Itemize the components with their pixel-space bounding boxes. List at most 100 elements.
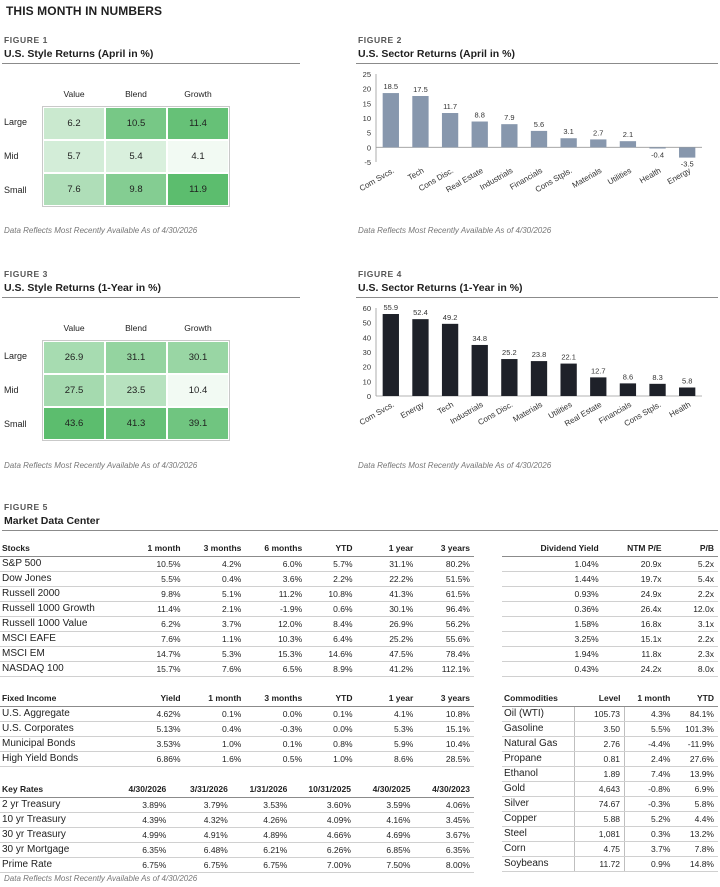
table-cell: 13.9% [674,766,718,782]
table-cell: 3.60% [291,797,355,813]
table-cell: 11.4% [123,601,185,617]
y-tick-label: 20 [363,85,371,94]
table-cell: 1.04% [502,556,603,572]
column-header: YTD [674,691,718,707]
table-cell: 13.2% [674,826,718,842]
bar-value-label: 12.7 [591,366,606,375]
table-cell: 4,643 [574,781,626,797]
table-row: Natural Gas 2.76 -4.4% -11.9% [502,736,718,752]
column-header: 4/30/2025 [354,782,415,798]
table-cell: -0.8% [624,781,675,797]
table-cell: 4.32% [170,812,232,828]
table-cell: 27.6% [674,751,718,767]
table-cell: U.S. Aggregate [0,706,124,722]
heatmap-cell: 41.3 [105,407,167,440]
table-cell: Gasoline [502,721,575,737]
category-label: Energy [666,166,692,186]
table-cell: 4.39% [106,812,171,828]
figure-1-label: FIGURE 1 [4,35,49,45]
table-cell: 8.9% [306,661,357,677]
bar-value-label: 2.7 [593,128,603,137]
table-cell: 3.67% [414,827,474,843]
column-header: 1 year [356,541,418,557]
category-label: Com Svcs. [358,166,396,193]
bar [530,130,548,148]
table-cell: 3.79% [170,797,232,813]
table-cell: 22.2% [356,571,418,587]
table-row: U.S. Corporates 5.13% 0.4% -0.3% 0.0% 5.3% 15.… [0,721,474,737]
heatmap-cell: 7.6 [43,173,105,206]
table-row: Dow Jones 5.5% 0.4% 3.6% 2.2% 22.2% 51.5% [0,571,474,587]
table-cell: 6.21% [231,842,292,858]
bar [679,387,696,396]
column-header: NTM P/E [602,541,666,557]
table-row: NASDAQ 100 15.7% 7.6% 6.5% 8.9% 41.2% 112.1% [0,661,474,677]
bar [501,124,518,148]
heatmap-cell: 27.5 [43,374,105,407]
column-header: 6 months [245,541,307,557]
figure-5-title: Market Data Center [4,515,100,527]
table-cell: 0.93% [502,586,603,602]
bar-value-label: 5.6 [534,120,544,129]
table-row: 1.94% 11.8x 2.3x [502,646,718,662]
figure-5-rule [2,530,718,531]
table-row: U.S. Aggregate 4.62% 0.1% 0.0% 0.1% 4.1% 10.8% [0,706,474,722]
key-rates-table: Key Rates 4/30/2026 3/31/2026 1/31/2026 10/3… [0,782,474,873]
heatmap-column-header: Blend [125,89,147,99]
y-tick-label: 25 [363,70,371,79]
table-cell: 20.9x [602,556,666,572]
heatmap-row-label: Mid [4,385,19,395]
table-cell: 1.0% [184,736,246,752]
table-cell: 55.6% [417,631,474,647]
table-cell: 0.8% [306,736,357,752]
table-cell: Corn [502,841,575,857]
table-cell: Municipal Bonds [0,736,124,752]
commodities-table: Commodities Level 1 month YTD Oil (WTI) 105.7… [502,691,718,872]
column-header: Level [574,691,625,707]
fixed-income-table: Fixed Income Yield 1 month 3 months YTD 1 yea… [0,691,474,767]
table-cell: 19.7x [602,571,666,587]
table-cell: 10.4% [417,736,474,752]
table-row: Gasoline 3.50 5.5% 101.3% [502,721,718,737]
heatmap-cell: 10.4 [167,374,229,407]
heatmap-cell: 31.1 [105,341,167,374]
column-header: 1 month [184,691,246,707]
bar [412,319,429,396]
table-cell: 6.2% [123,616,185,632]
bar [441,113,459,148]
table-cell: 14.6% [306,646,357,662]
table-row: 1.58% 16.8x 3.1x [502,616,718,632]
table-row: MSCI EM 14.7% 5.3% 15.3% 14.6% 47.5% 78.4% [0,646,474,662]
column-header: 1/31/2026 [231,782,292,798]
column-header: 1 month [123,541,185,557]
table-row: Copper 5.88 5.2% 4.4% [502,811,718,827]
heatmap-row-label: Small [4,185,27,195]
table-cell: 3.7% [624,841,675,857]
y-tick-label: 0 [367,392,371,401]
table-cell: 5.4x [665,571,718,587]
table-cell: 0.1% [306,706,357,722]
table-cell: 3.59% [354,797,415,813]
column-header: 1 year [356,691,418,707]
table-cell: 3.89% [106,797,171,813]
table-cell: 11.8x [602,646,666,662]
table-row: 1.04% 20.9x 5.2x [502,556,718,572]
table-cell: 0.1% [245,736,307,752]
table-cell: 7.6% [123,631,185,647]
table-cell: Dow Jones [0,571,124,587]
heatmap-row-label: Large [4,117,28,127]
table-cell: 31.1% [356,556,418,572]
table-cell: Russell 1000 Value [0,616,124,632]
table-cell: 41.2% [356,661,418,677]
table-row: 0.93% 24.9x 2.2x [502,586,718,602]
y-tick-label: -5 [364,158,371,167]
table-cell: 4.99% [106,827,171,843]
y-tick-label: 15 [363,99,371,108]
table-cell: Oil (WTI) [502,706,575,722]
table-cell: 105.73 [574,706,626,722]
table-cell: Prime Rate [0,857,107,873]
table-cell: 25.2% [356,631,418,647]
table-cell: 0.6% [306,601,357,617]
table-cell: 2.4% [624,751,675,767]
column-header: Yield [123,691,185,707]
